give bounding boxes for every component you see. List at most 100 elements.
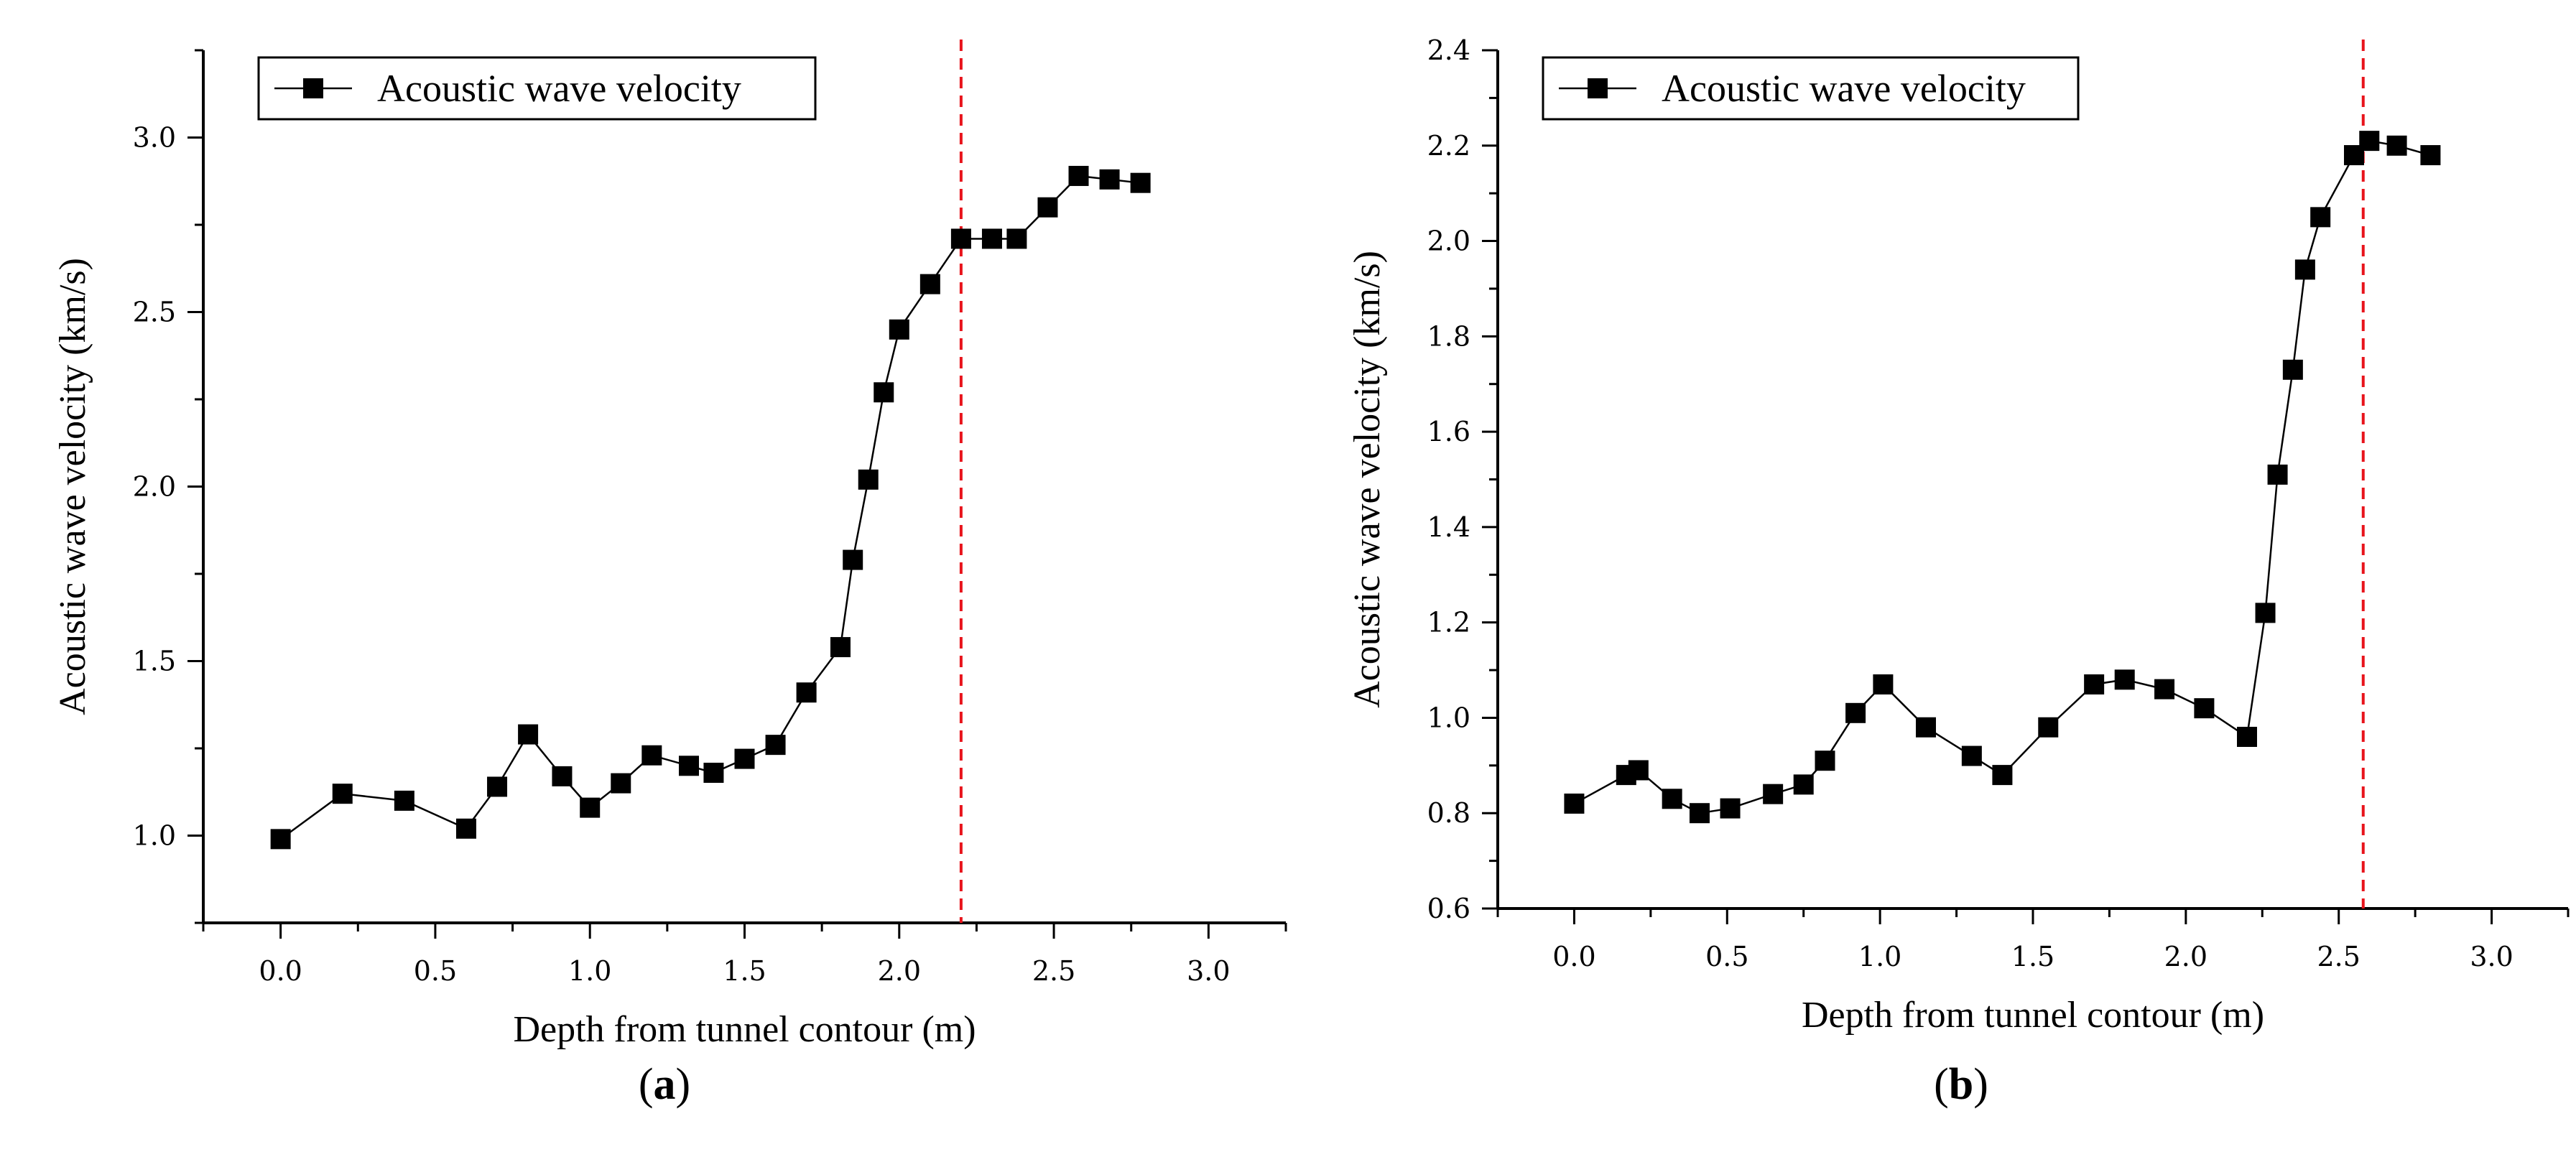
caption-open-paren: ( <box>639 1060 654 1109</box>
x-axis-title: Depth from tunnel contour (m) <box>513 1009 976 1050</box>
panel-caption: (a) <box>639 1060 690 1109</box>
data-point-marker <box>611 773 631 794</box>
data-point-marker <box>394 790 414 811</box>
x-axis-title: Depth from tunnel contour (m) <box>1802 995 2264 1036</box>
data-point-marker <box>2420 145 2441 166</box>
caption-close-paren: ) <box>676 1060 691 1109</box>
data-point-marker <box>1662 789 1682 809</box>
y-tick-label: 1.2 <box>1427 607 1470 638</box>
data-point-marker <box>1130 172 1151 193</box>
data-point-marker <box>950 228 971 249</box>
data-point-marker <box>1068 165 1089 186</box>
data-point-marker <box>270 829 291 850</box>
chart-panel-a: 0.0 0.5 1.0 1.5 2.0 2.5 3.0 1.0 1.5 2.0 2.5 3.0 Dept… <box>52 40 1287 1109</box>
data-point-marker <box>1916 717 1936 738</box>
x-tick-label: 2.0 <box>2164 941 2207 972</box>
data-point-marker <box>2038 717 2059 738</box>
caption-letter: b <box>1949 1060 1973 1109</box>
data-point-marker <box>703 763 724 784</box>
legend-marker <box>303 78 323 98</box>
x-tick-label: 1.0 <box>568 955 611 987</box>
data-point-marker <box>874 382 894 403</box>
series-line <box>1573 139 2431 814</box>
y-tick-label: 1.5 <box>133 646 176 677</box>
series-line <box>279 175 1141 840</box>
x-tick-label: 1.5 <box>2011 941 2054 972</box>
data-point-marker <box>1763 784 1784 804</box>
y-tick-label: 0.6 <box>1427 893 1470 924</box>
x-tick-label: 3.0 <box>1187 955 1230 987</box>
data-point-marker <box>518 724 539 745</box>
y-axis-title: Acoustic wave velocity (km/s) <box>52 258 93 715</box>
data-point-marker <box>1720 798 1741 819</box>
data-point-marker <box>830 637 851 658</box>
legend-label: Acoustic wave velocity <box>377 67 741 110</box>
data-point-marker <box>487 776 508 797</box>
data-point-marker <box>1961 745 1982 766</box>
y-tick-label: 1.0 <box>1427 702 1470 733</box>
data-point-marker <box>2084 674 2105 694</box>
data-point-marker <box>981 228 1002 249</box>
data-point-marker <box>1099 169 1120 190</box>
data-point-marker <box>641 745 662 766</box>
data-point-marker <box>2310 207 2331 228</box>
y-tick-label: 2.4 <box>1427 34 1470 66</box>
y-tick-label: 2.0 <box>133 471 176 503</box>
data-point-marker <box>2114 669 2135 690</box>
data-point-marker <box>843 549 863 570</box>
data-point-marker <box>734 748 755 769</box>
y-tick-label: 3.0 <box>133 122 176 154</box>
data-point-marker <box>1037 197 1058 218</box>
data-point-marker <box>2359 131 2380 152</box>
data-point-marker <box>2255 603 2276 623</box>
data-point-marker <box>2194 698 2215 719</box>
data-point-marker <box>1845 702 1866 723</box>
y-tick-label: 1.8 <box>1427 320 1470 352</box>
y-tick-label: 1.0 <box>133 820 176 852</box>
y-axis-title: Acoustic wave velocity (km/s) <box>1347 251 1388 708</box>
data-point-marker <box>2386 135 2407 156</box>
caption-close-paren: ) <box>1973 1060 1988 1109</box>
data-point-marker <box>1992 765 2013 786</box>
x-tick-label: 0.0 <box>1552 941 1595 972</box>
data-point-marker <box>1564 793 1585 814</box>
data-point-marker <box>332 784 353 804</box>
data-point-marker <box>1873 674 1894 694</box>
x-tick-label: 1.0 <box>1858 941 1901 972</box>
data-point-marker <box>889 319 909 340</box>
x-tick-label: 3.0 <box>2470 941 2513 972</box>
x-tick-label: 0.0 <box>259 955 302 987</box>
data-point-marker <box>2237 727 2257 747</box>
data-point-marker <box>580 797 601 818</box>
data-point-marker <box>858 469 879 490</box>
chart-panel-b: 0.0 0.5 1.0 1.5 2.0 2.5 3.0 0.6 0.8 1.0 1.2 1.4 1.6 1… <box>1347 34 2570 1109</box>
x-tick-label: 2.5 <box>2317 941 2360 972</box>
caption-open-paren: ( <box>1934 1060 1949 1109</box>
x-tick-label: 2.0 <box>878 955 921 987</box>
y-tick-label: 1.4 <box>1427 511 1470 543</box>
data-point-marker <box>1793 774 1814 795</box>
data-point-marker <box>2267 464 2288 485</box>
legend-label: Acoustic wave velocity <box>1662 67 2026 110</box>
y-tick-label: 2.0 <box>1427 226 1470 257</box>
panel-caption: (b) <box>1934 1060 1988 1109</box>
x-tick-label: 1.5 <box>723 955 766 987</box>
y-tick-label: 2.5 <box>133 297 176 328</box>
data-point-marker <box>1689 803 1710 824</box>
data-point-marker <box>1815 751 1835 771</box>
data-point-marker <box>552 766 573 786</box>
data-point-marker <box>919 274 940 294</box>
data-point-marker <box>1006 228 1027 249</box>
data-point-marker <box>455 818 476 839</box>
y-tick-label: 1.6 <box>1427 416 1470 447</box>
y-tick-label: 0.8 <box>1427 797 1470 829</box>
data-point-marker <box>796 682 817 703</box>
data-point-marker <box>2294 259 2315 280</box>
data-point-marker <box>1628 760 1649 781</box>
data-point-marker <box>2282 359 2303 380</box>
data-point-marker <box>2154 679 2175 700</box>
x-tick-label: 0.5 <box>414 955 457 987</box>
x-tick-label: 0.5 <box>1705 941 1748 972</box>
legend-marker <box>1588 78 1608 98</box>
